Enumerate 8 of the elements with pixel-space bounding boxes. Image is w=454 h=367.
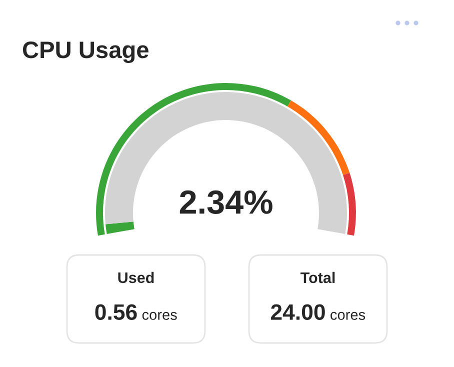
text: Used [118,272,154,284]
text: 0.56 [95,304,137,320]
chart-title: CPU Usage [22,42,148,64]
text: cores [142,312,177,320]
text: 24.00 [270,304,325,320]
text: Total [300,272,335,284]
text: cores [330,312,366,320]
text: 2.34% [180,190,272,214]
